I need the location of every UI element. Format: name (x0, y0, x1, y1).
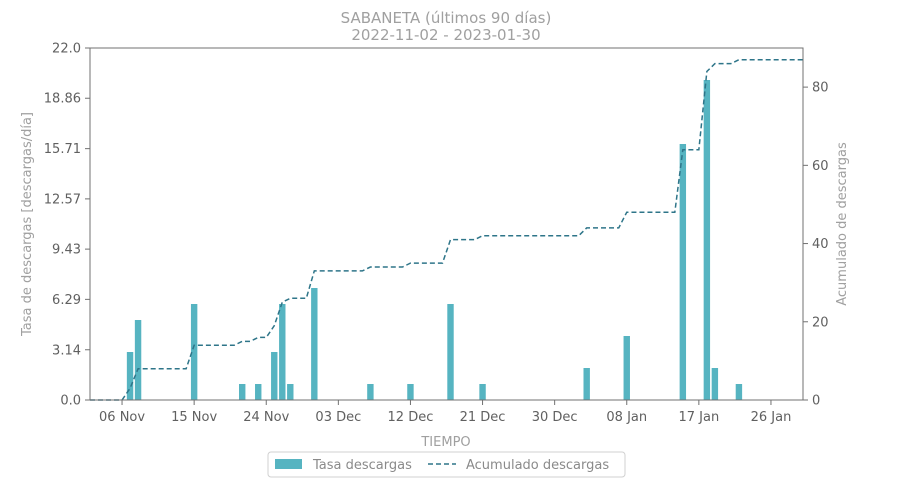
x-axis-label: TIEMPO (420, 435, 470, 450)
cumulative-line-layer (90, 58, 803, 401)
legend-bar-swatch (275, 459, 302, 469)
left-y-tick-label-6: 18.86 (44, 92, 81, 107)
right-y-tick-label-1: 20 (812, 315, 829, 330)
x-tick-label-6: 30 Dec (532, 410, 578, 425)
rate-bar-15 (679, 144, 687, 400)
chart-subtitle: 2022-11-02 - 2023-01-30 (351, 26, 540, 44)
rate-bar-1 (134, 320, 142, 400)
legend-label-cumulative: Acumulado descargas (466, 458, 609, 473)
x-axis-ticks: 06 Nov 15 Nov 24 Nov 03 Dec 12 Dec 21 Dec 30 D… (99, 400, 791, 425)
x-tick-label-9: 26 Jan (751, 410, 792, 425)
rate-bar-8 (311, 288, 318, 400)
left-y-tick-label-3: 9.43 (52, 243, 81, 258)
right-y-tick-label-0: 0 (812, 394, 820, 409)
right-y-axis-label: Acumulado de descargas (835, 142, 850, 306)
cumulative-line (90, 58, 803, 401)
rate-bar-0 (126, 352, 134, 400)
left-y-tick-label-1: 3.14 (52, 343, 81, 358)
left-y-tick-label-4: 12.57 (44, 192, 81, 207)
rate-bar-11 (447, 304, 454, 400)
rate-bar-5 (271, 352, 278, 400)
rate-bar-2 (190, 304, 198, 400)
x-tick-label-4: 12 Dec (388, 410, 434, 425)
x-tick-label-5: 21 Dec (460, 410, 506, 425)
x-tick-label-0: 06 Nov (99, 410, 145, 425)
rate-bar-13 (583, 368, 590, 400)
rate-bar-4 (255, 384, 262, 400)
right-y-tick-label-3: 60 (812, 159, 829, 174)
right-y-axis-ticks: 0 20 40 60 80 (803, 81, 829, 409)
left-y-tick-label-0: 0.0 (60, 394, 81, 409)
left-y-axis-ticks: 0.0 3.14 6.29 9.43 12.57 15.71 18.86 22.0 (44, 42, 90, 409)
right-y-tick-label-2: 40 (812, 237, 829, 252)
rate-bar-10 (407, 384, 414, 400)
x-tick-label-2: 24 Nov (243, 410, 289, 425)
legend-label-rate: Tasa descargas (312, 458, 412, 473)
left-y-tick-label-2: 6.29 (52, 293, 81, 308)
rate-bar-17 (711, 368, 719, 400)
rate-bar-18 (735, 384, 743, 400)
right-y-tick-label-4: 80 (812, 81, 829, 96)
x-tick-label-1: 15 Nov (171, 410, 217, 425)
rate-bar-6 (279, 304, 286, 400)
left-y-axis-label: Tasa de descargas [descargas/día] (20, 112, 35, 337)
chart-title: SABANETA (últimos 90 días) (341, 9, 552, 27)
x-tick-label-8: 17 Jan (678, 410, 719, 425)
rate-bar-16 (703, 80, 711, 400)
left-y-tick-label-7: 22.0 (52, 42, 81, 57)
legend: Tasa descargas Acumulado descargas (267, 451, 626, 478)
rate-bar-14 (623, 336, 630, 400)
left-y-tick-label-5: 15.71 (44, 142, 81, 157)
rate-bar-3 (239, 384, 246, 400)
rate-bar-7 (287, 384, 294, 400)
x-tick-label-3: 03 Dec (315, 410, 361, 425)
bars-layer (126, 80, 743, 400)
rate-bar-9 (367, 384, 374, 400)
x-tick-label-7: 08 Jan (606, 410, 647, 425)
rate-bar-12 (479, 384, 486, 400)
plot-frame (89, 47, 804, 401)
